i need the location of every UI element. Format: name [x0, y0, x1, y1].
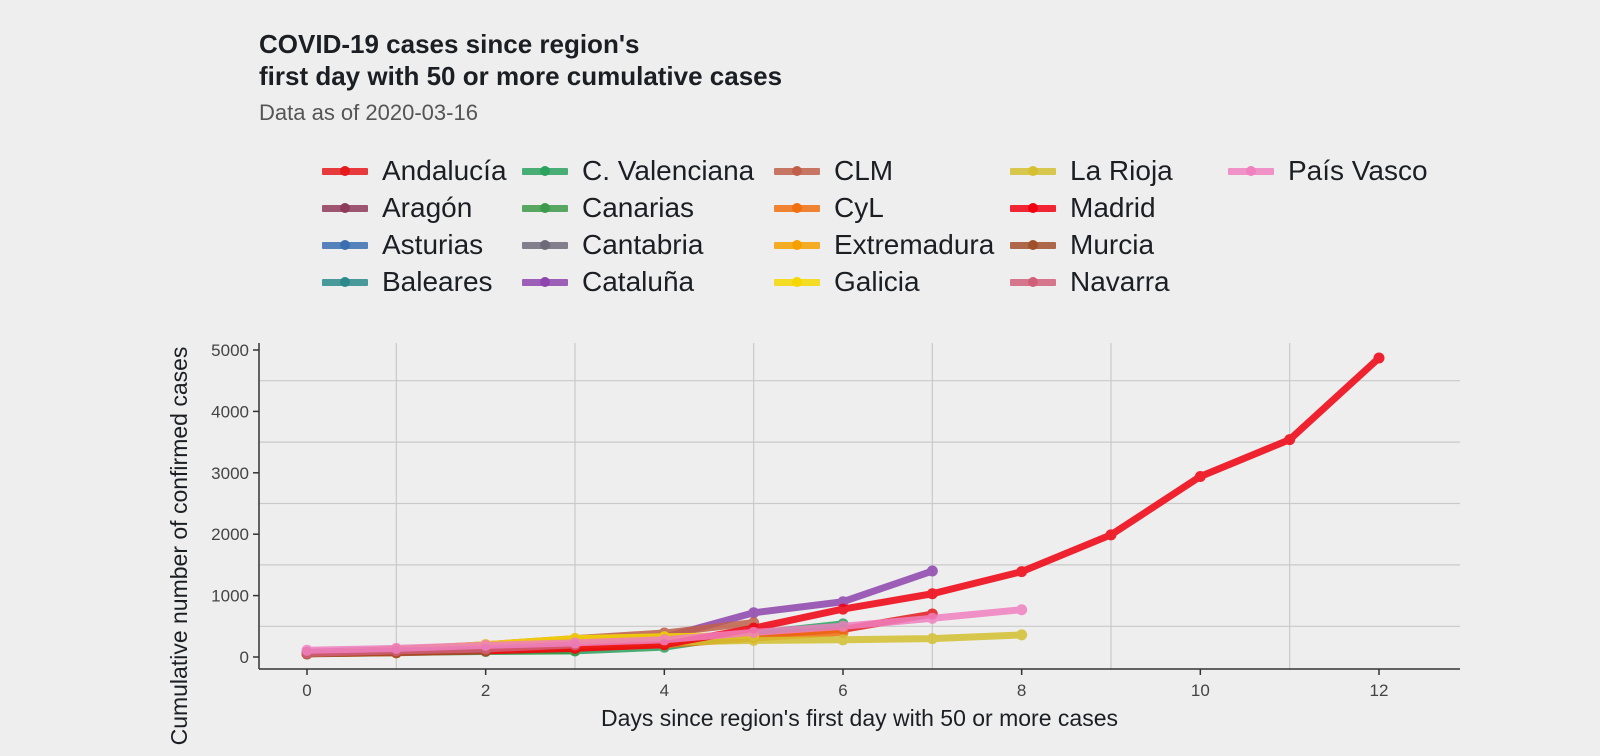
- y-tick-label: 1000: [211, 587, 249, 606]
- chart-subtitle: Data as of 2020-03-16: [259, 100, 478, 125]
- legend-label: Aragón: [382, 191, 473, 223]
- legend-key-icon: [522, 239, 568, 250]
- y-tick-label: 5000: [211, 341, 249, 360]
- y-tick-label: 0: [240, 648, 249, 667]
- legend-label: Asturias: [382, 228, 484, 260]
- series-pais-vasco: [301, 604, 1028, 656]
- legend-key-icon: [774, 165, 820, 176]
- series-madrid: [301, 352, 1385, 659]
- legend-item-extremadura: Extremadura: [774, 226, 994, 263]
- x-tick-label: 12: [1370, 681, 1389, 700]
- data-point-pais-vasco: [480, 639, 492, 651]
- legend: Andalucía Aragón Asturias Baleares C. Valenc…: [322, 155, 1472, 306]
- legend-label: C. Valenciana: [582, 154, 755, 186]
- data-point-madrid: [1284, 434, 1296, 446]
- data-point-madrid: [1105, 529, 1117, 541]
- legend-item-galicia: Galicia: [774, 263, 920, 300]
- legend-key-icon: [1010, 202, 1056, 213]
- legend-label: Extremadura: [834, 228, 995, 260]
- y-axis-title: Cumulative number of confirmed cases: [166, 347, 192, 746]
- legend-item-pais-vasco: País Vasco: [1228, 152, 1428, 189]
- data-point-la-rioja: [748, 634, 760, 646]
- y-tick-label: 3000: [211, 464, 249, 483]
- legend-label: Baleares: [382, 265, 493, 297]
- legend-key-icon: [322, 276, 368, 287]
- y-tick-label: 4000: [211, 402, 249, 421]
- legend-key-icon: [522, 202, 568, 213]
- legend-label: Cantabria: [582, 228, 704, 260]
- legend-key-icon: [322, 165, 368, 176]
- legend-item-murcia: Murcia: [1010, 226, 1154, 263]
- legend-key-icon: [322, 239, 368, 250]
- data-point-madrid: [926, 588, 938, 600]
- legend-item-asturias: Asturias: [322, 226, 483, 263]
- data-point-pais-vasco: [926, 612, 938, 624]
- legend-item-aragon: Aragón: [322, 189, 472, 226]
- chart-title: COVID-19 cases since region's first day …: [259, 28, 782, 92]
- legend-item-cantabria: Cantabria: [522, 226, 703, 263]
- legend-label: Cataluña: [582, 265, 695, 297]
- data-point-cataluna: [926, 565, 938, 577]
- x-tick-label: 6: [838, 681, 847, 700]
- legend-item-la-rioja: La Rioja: [1010, 152, 1173, 189]
- legend-label: Murcia: [1070, 228, 1155, 260]
- data-point-madrid: [837, 603, 849, 615]
- data-point-la-rioja: [837, 634, 849, 646]
- legend-item-c-valenciana: C. Valenciana: [522, 152, 754, 189]
- series-group: [301, 352, 1385, 660]
- legend-label: Andalucía: [382, 154, 507, 186]
- axes: 0 2 4 6 8 10 12 0 1000 2000 3000 4000 5000: [211, 341, 1460, 700]
- legend-item-baleares: Baleares: [322, 263, 493, 300]
- legend-label: CLM: [834, 154, 894, 186]
- legend-key-icon: [322, 202, 368, 213]
- legend-key-icon: [1010, 239, 1056, 250]
- legend-item-madrid: Madrid: [1010, 189, 1156, 226]
- legend-key-icon: [522, 276, 568, 287]
- legend-label: País Vasco: [1288, 154, 1428, 186]
- data-point-la-rioja: [1016, 629, 1028, 641]
- x-tick-label: 0: [302, 681, 311, 700]
- x-tick-label: 2: [481, 681, 490, 700]
- x-tick-label: 10: [1191, 681, 1210, 700]
- legend-key-icon: [774, 239, 820, 250]
- legend-key-icon: [522, 165, 568, 176]
- legend-key-icon: [1010, 276, 1056, 287]
- legend-label: Galicia: [834, 265, 920, 297]
- data-point-pais-vasco: [301, 644, 313, 656]
- data-point-pais-vasco: [569, 637, 581, 649]
- legend-key-icon: [774, 202, 820, 213]
- data-point-la-rioja: [926, 633, 938, 645]
- legend-item-cyl: CyL: [774, 189, 884, 226]
- legend-label: La Rioja: [1070, 154, 1173, 186]
- legend-label: Navarra: [1070, 265, 1170, 297]
- chart-title-line-2: first day with 50 or more cumulative cas…: [259, 61, 783, 91]
- legend-key-icon: [774, 276, 820, 287]
- data-point-madrid: [1016, 566, 1028, 578]
- data-point-pais-vasco: [748, 626, 760, 638]
- legend-label: Canarias: [582, 191, 695, 223]
- legend-key-icon: [1228, 165, 1274, 176]
- legend-item-canarias: Canarias: [522, 189, 694, 226]
- data-point-pais-vasco: [658, 634, 670, 646]
- data-point-cataluna: [748, 607, 760, 619]
- x-tick-label: 8: [1017, 681, 1026, 700]
- legend-item-andalucia: Andalucía: [322, 152, 507, 189]
- legend-label: Madrid: [1070, 191, 1156, 223]
- legend-item-cataluna: Cataluña: [522, 263, 694, 300]
- data-point-madrid: [1373, 352, 1385, 364]
- legend-item-navarra: Navarra: [1010, 263, 1170, 300]
- chart-title-line-1: COVID-19 cases since region's: [259, 29, 640, 59]
- data-point-pais-vasco: [1016, 604, 1028, 616]
- x-tick-label: 4: [660, 681, 669, 700]
- legend-item-clm: CLM: [774, 152, 893, 189]
- y-tick-label: 2000: [211, 525, 249, 544]
- legend-key-icon: [1010, 165, 1056, 176]
- x-axis-title: Days since region's first day with 50 or…: [601, 705, 1118, 731]
- data-point-madrid: [1194, 470, 1206, 482]
- legend-label: CyL: [834, 191, 884, 223]
- gridlines: [259, 343, 1460, 669]
- data-point-pais-vasco: [837, 620, 849, 632]
- data-point-pais-vasco: [390, 642, 402, 654]
